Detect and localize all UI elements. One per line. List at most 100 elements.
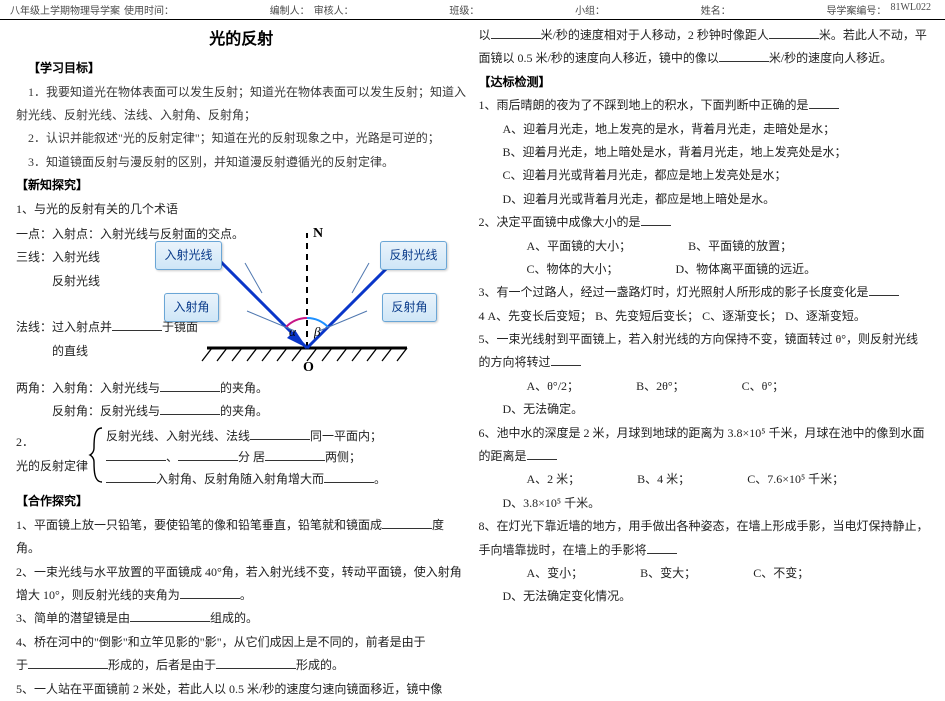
t6D: D、3.8×10⁵ 千米。	[479, 492, 601, 515]
t5D: D、无法确定。	[479, 398, 584, 421]
law1b: 同一平面内；	[310, 429, 382, 443]
blank	[869, 285, 899, 297]
blank	[180, 587, 240, 599]
callout-incident-angle: 入射角	[164, 293, 218, 322]
q3a: 3、简单的潜望镜是由	[16, 611, 130, 625]
blank	[382, 517, 432, 529]
brace-icon	[88, 426, 106, 484]
q5a: 5、一人站在平面镜前 2 米处，若此人以 0.5 米/秒的速度匀速向镜面移近，镜…	[16, 682, 442, 696]
two-angles: 两角：入射角：入射光线与的夹角。 反射角：反射光线与的夹角。	[16, 377, 467, 424]
law3a: 入射角、反射角随入射角增大而	[156, 472, 324, 486]
blank	[28, 657, 108, 669]
blank	[769, 27, 819, 39]
blank	[160, 380, 220, 392]
t2-row2: C、物体的大小； D、物体离平面镜的远近。	[479, 258, 930, 281]
t5a: 5、一束光线射到平面镜上，若入射光线的方向保持不变，镜面转过 θ°，则反射光线的…	[479, 332, 919, 369]
blank	[324, 471, 374, 483]
label-O: O	[303, 360, 314, 373]
callout-reflect-angle: 反射角	[382, 293, 436, 322]
law2c: 两侧；	[325, 450, 361, 464]
blank	[527, 448, 557, 460]
hdr-mid2: 审核人：	[314, 2, 354, 17]
cont-d: 米/秒的速度向人移近。	[769, 51, 892, 65]
ang-a: 两角：入射角：入射光线与	[16, 381, 160, 395]
t1C: C、迎着月光或背着月光走，都应是地上发亮处是水；	[479, 164, 930, 187]
t1D: D、迎着月光或背着月光走，都应是地上暗处是水。	[479, 188, 930, 211]
t6A: A、2 米；	[503, 468, 581, 491]
law-name: 光的反射定律	[16, 455, 88, 478]
blank	[647, 542, 677, 554]
q2b: 。	[240, 588, 252, 602]
law3b: 。	[374, 472, 386, 486]
faxian-a: 法线：过入射点并	[16, 320, 112, 334]
t7-row: A、变小； B、变大； C、不变； D、无法确定变化情况。	[479, 562, 930, 609]
q3b: 组成的。	[210, 611, 258, 625]
hdr-mid1: 编制人：	[270, 2, 310, 17]
law2b: 分 居	[238, 450, 265, 464]
blank	[178, 450, 238, 462]
blank	[265, 450, 325, 462]
t1: 1、雨后晴朗的夜为了不踩到地上的积水，下面判断中正确的是	[479, 98, 809, 112]
t7D: D、无法确定变化情况。	[479, 585, 632, 608]
blank	[641, 214, 671, 226]
main-columns: 光的反射 【学习目标】 1．我要知道光在物体表面可以发生反射；知道光在物体表面可…	[0, 20, 945, 701]
t5A: A、θ°/2；	[503, 375, 580, 398]
t2-row1: A、平面镜的大小； B、平面镜的放置；	[479, 235, 930, 258]
t3: 3、有一个过路人，经过一盏路灯时，灯光照射人所形成的影子长度变化是	[479, 285, 869, 299]
t2C: C、物体的大小；	[503, 258, 619, 281]
hdr-left1: 八年级上学期物理导学案	[10, 2, 120, 17]
section-new: 【新知探究】	[16, 178, 88, 192]
t7a: 8、在灯光下靠近墙的地方，用手做出各种姿态，在墙上形成手影，当电灯保持静止，手向…	[479, 519, 929, 556]
blank	[250, 428, 310, 440]
cont-a: 以	[479, 28, 491, 42]
goal-2: 2．认识并能叙述"光的反射定律"；知道在光的反射现象之中，光路是可逆的；	[16, 127, 467, 150]
faxian-c: 的直线	[52, 344, 88, 358]
t6C: C、7.6×10⁵ 千米；	[723, 468, 844, 491]
callout-incident-line: 入射光线	[155, 241, 221, 270]
hdr-mid3: 班级：	[449, 2, 479, 17]
q4-prefix: 于	[16, 658, 28, 672]
ang-b: 的夹角。	[220, 381, 268, 395]
label-N: N	[313, 226, 323, 241]
label-alpha: α	[289, 324, 297, 339]
t2A: A、平面镜的大小；	[503, 235, 632, 258]
hdr-code: 81WL022	[890, 2, 931, 17]
t7C: C、不变；	[729, 562, 809, 585]
t2D: D、物体离平面镜的远近。	[652, 258, 817, 281]
lesson-title: 光的反射	[16, 24, 467, 55]
q1a: 1、平面镜上放一只铅笔，要使铅笔的像和铅笔垂直，铅笔就和镜面成	[16, 518, 382, 532]
goal-3: 3．知道镜面反射与漫反射的区别，并知道漫反射遵循光的反射定律。	[16, 151, 467, 174]
hdr-left2: 使用时间：	[124, 2, 174, 17]
blank	[719, 51, 769, 63]
t7B: B、变大；	[616, 562, 696, 585]
left-column: 光的反射 【学习目标】 1．我要知道光在物体表面可以发生反射；知道光在物体表面可…	[10, 24, 473, 701]
t5-row: A、θ°/2； B、2θ°； C、θ°； D、无法确定。	[479, 375, 930, 422]
law2a: 、	[166, 450, 178, 464]
blank	[106, 450, 166, 462]
hdr-r1: 小组：	[575, 2, 605, 17]
t2B: B、平面镜的放置；	[664, 235, 792, 258]
q4b: 形成的，后者是由于	[108, 658, 216, 672]
section-goals: 【学习目标】	[16, 57, 467, 80]
t6B: B、4 米；	[613, 468, 690, 491]
hdr-r2: 姓名：	[701, 2, 731, 17]
ang-c: 反射角：反射光线与	[52, 404, 160, 418]
blank	[809, 97, 839, 109]
callout-reflect-line: 反射光线	[380, 241, 446, 270]
blank	[216, 657, 296, 669]
ang-d: 的夹角。	[220, 404, 268, 418]
blank	[130, 611, 210, 623]
terms-line: 1、与光的反射有关的几个术语	[16, 202, 178, 216]
page-header: 八年级上学期物理导学案 使用时间： 编制人： 审核人： 班级： 小组： 姓名： …	[0, 0, 945, 20]
law1a: 反射光线、入射光线、法线	[106, 429, 250, 443]
t4: 4 A、先变长后变短； B、先变短后变长； C、逐渐变长； D、逐渐变短。	[479, 309, 866, 323]
reflection-diagram: 一点：入射点：入射光线与反射面的交点。 三线：入射光线 反射光线 法线：过入射点…	[16, 223, 467, 373]
cont-b: 米/秒的速度相对于人移动，2 秒钟时像距人	[541, 28, 769, 42]
hdr-r3: 导学案编号：	[826, 2, 886, 17]
q4a: 4、桥在河中的"倒影"和立竿见影的"影"，从它们成因上是不同的，前者是由于	[16, 635, 426, 649]
goal-1: 1．我要知道光在物体表面可以发生反射；知道光在物体表面可以发生反射；知道入射光线…	[16, 81, 467, 128]
t5B: B、2θ°；	[612, 375, 685, 398]
t1B: B、迎着月光走，地上暗处是水，背着月光走，地上发亮处是水；	[479, 141, 930, 164]
blank	[491, 27, 541, 39]
t6-row: A、2 米； B、4 米； C、7.6×10⁵ 千米； D、3.8×10⁵ 千米…	[479, 468, 930, 515]
